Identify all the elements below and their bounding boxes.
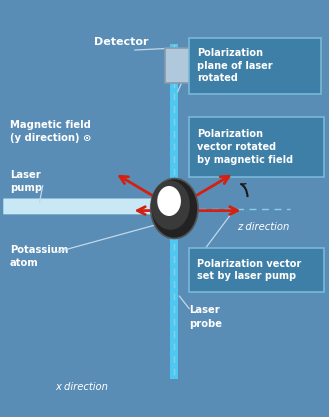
Text: Laser
pump: Laser pump	[10, 170, 42, 193]
Text: Polarization
plane of laser
rotated: Polarization plane of laser rotated	[197, 48, 273, 83]
Text: Polarization vector
set by laser pump: Polarization vector set by laser pump	[197, 259, 302, 281]
Circle shape	[151, 181, 190, 230]
FancyBboxPatch shape	[189, 248, 324, 292]
Text: z direction: z direction	[237, 222, 289, 232]
Circle shape	[151, 178, 198, 239]
Circle shape	[157, 186, 181, 216]
FancyBboxPatch shape	[189, 117, 324, 177]
Text: Laser
probe: Laser probe	[189, 305, 222, 329]
Text: x direction: x direction	[56, 382, 109, 392]
FancyBboxPatch shape	[164, 48, 207, 83]
Bar	[170, 208, 178, 379]
Text: Detector: Detector	[94, 37, 149, 47]
FancyBboxPatch shape	[189, 38, 321, 94]
Text: Potassium
atom: Potassium atom	[10, 245, 68, 268]
FancyArrow shape	[3, 194, 168, 219]
Bar	[170, 44, 178, 208]
Text: Magnetic field
(y direction) ⊙: Magnetic field (y direction) ⊙	[10, 120, 91, 143]
Text: Polarization
vector rotated
by magnetic field: Polarization vector rotated by magnetic …	[197, 129, 293, 165]
